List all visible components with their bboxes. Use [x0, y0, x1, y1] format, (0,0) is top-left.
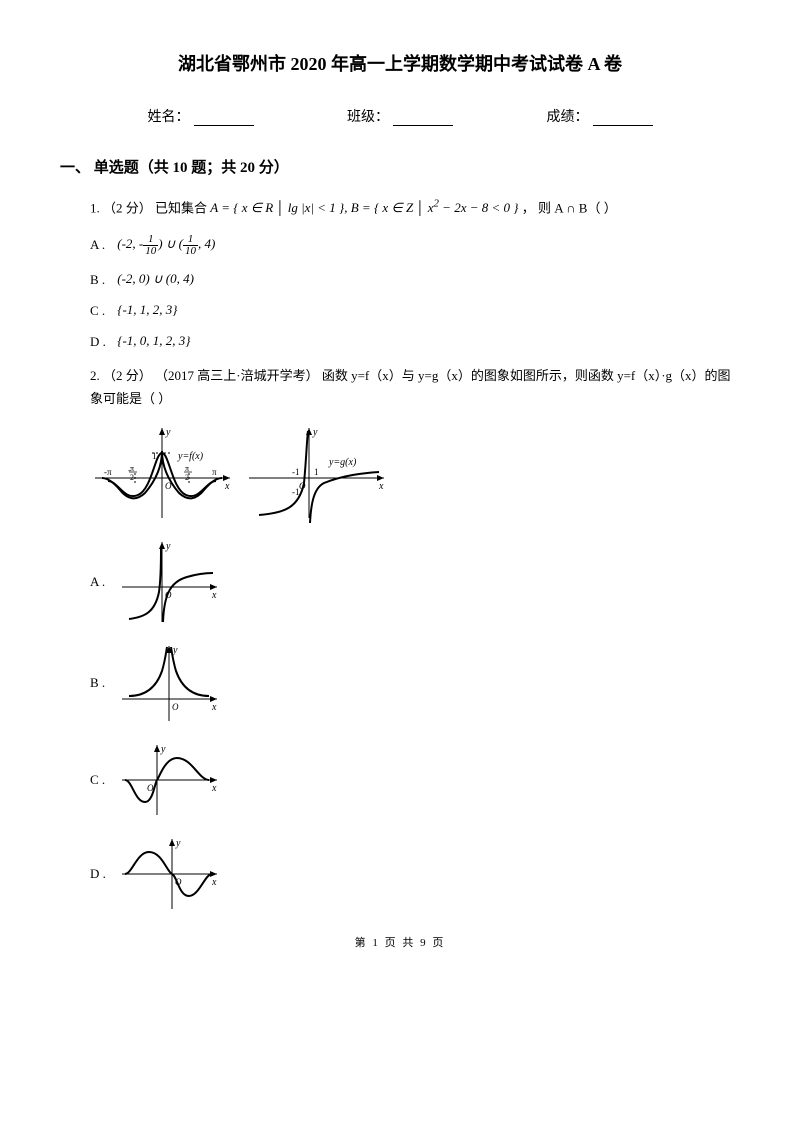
- svg-text:x: x: [211, 702, 217, 713]
- page-footer: 第 1 页 共 9 页: [60, 934, 740, 950]
- name-blank: [194, 111, 254, 126]
- q1-opt-b-text: (-2, 0) ∪ (0, 4): [117, 271, 194, 286]
- q2-given-graphs: y x O 1 y=f(x) - -π π π 2 π 2 y: [90, 423, 740, 523]
- q1-opt-b-label: B .: [90, 272, 114, 288]
- class-blank: [393, 111, 453, 126]
- svg-text:1: 1: [314, 467, 319, 477]
- svg-text:x: x: [211, 590, 217, 601]
- svg-text:y: y: [165, 541, 171, 552]
- svg-text:y=g(x): y=g(x): [328, 457, 357, 468]
- q2-stem: 2. （2 分） （2017 高三上·涪城开学考） 函数 y=f（x）与 y=g…: [90, 364, 740, 411]
- q2-opt-c-label: C .: [90, 772, 114, 788]
- q1-opt-c-text: {-1, 1, 2, 3}: [117, 302, 177, 317]
- score-blank: [593, 111, 653, 126]
- svg-text:-1: -1: [292, 467, 300, 477]
- name-label: 姓名：: [148, 110, 190, 125]
- q1-suffix: ， 则 A ∩ B（ ）: [522, 200, 617, 215]
- graph-opt-a: y x O: [117, 537, 227, 627]
- graph-opt-b: y x O: [117, 641, 227, 726]
- svg-text:x: x: [378, 481, 384, 492]
- class-label: 班级：: [347, 110, 389, 125]
- svg-text:x: x: [211, 783, 217, 794]
- q1-opt-b: B . (-2, 0) ∪ (0, 4): [90, 271, 740, 288]
- q1-sets: A = { x ∈ R │ lg |x| < 1 }, B = { x ∈ Z …: [210, 200, 518, 215]
- score-label: 成绩：: [547, 110, 589, 125]
- q1-prefix: 1. （2 分） 已知集合: [90, 200, 207, 215]
- q1-opt-a: A . (-2, -110) ∪ (110, 4): [90, 234, 740, 257]
- q2-opt-b: B . y x O: [90, 641, 740, 726]
- q2-opt-a-label: A .: [90, 574, 114, 590]
- svg-text:2: 2: [130, 473, 134, 482]
- info-row: 姓名： 班级： 成绩：: [60, 106, 740, 126]
- svg-text:1: 1: [152, 451, 157, 461]
- svg-text:π: π: [212, 467, 217, 477]
- q1-opt-a-text: (-2, -110) ∪ (110, 4): [117, 236, 215, 251]
- q2-opt-b-label: B .: [90, 675, 114, 691]
- q2-opt-c: C . y x O: [90, 740, 740, 820]
- q1-stem: 1. （2 分） 已知集合 A = { x ∈ R │ lg |x| < 1 }…: [90, 195, 740, 220]
- q2-opt-a: A . y x O: [90, 537, 740, 627]
- q2-opt-d-label: D .: [90, 866, 114, 882]
- svg-text:y: y: [312, 427, 318, 438]
- svg-text:π: π: [130, 464, 134, 473]
- svg-text:y: y: [160, 744, 166, 755]
- svg-text:y: y: [175, 838, 181, 849]
- page-title: 湖北省鄂州市 2020 年高一上学期数学期中考试试卷 A 卷: [60, 50, 740, 76]
- q1-opt-c-label: C .: [90, 303, 114, 319]
- graph-g: y x O -1 1 y=g(x) -1: [244, 423, 394, 523]
- q1-opt-d-text: {-1, 0, 1, 2, 3}: [117, 333, 190, 348]
- svg-text:O: O: [172, 702, 179, 712]
- svg-text:π: π: [185, 464, 189, 473]
- q1-opt-c: C . {-1, 1, 2, 3}: [90, 302, 740, 319]
- q2-opt-d: D . y x O: [90, 834, 740, 914]
- graph-opt-d: y x O: [117, 834, 227, 914]
- q1-opt-a-label: A .: [90, 237, 114, 253]
- svg-text:y=f(x): y=f(x): [177, 451, 204, 462]
- svg-text:x: x: [224, 481, 230, 492]
- graph-opt-c: y x O: [117, 740, 227, 820]
- q1-opt-d-label: D .: [90, 334, 114, 350]
- q1-opt-d: D . {-1, 0, 1, 2, 3}: [90, 333, 740, 350]
- svg-text:y: y: [165, 427, 171, 438]
- svg-text:O: O: [299, 481, 306, 491]
- svg-text:x: x: [211, 877, 217, 888]
- svg-text:2: 2: [185, 473, 189, 482]
- section-title: 一、 单选题（共 10 题；共 20 分）: [60, 156, 740, 177]
- svg-text:O: O: [165, 481, 172, 491]
- svg-text:-1: -1: [292, 487, 300, 497]
- graph-f: y x O 1 y=f(x) - -π π π 2 π 2: [90, 423, 240, 523]
- svg-text:-π: -π: [104, 467, 112, 477]
